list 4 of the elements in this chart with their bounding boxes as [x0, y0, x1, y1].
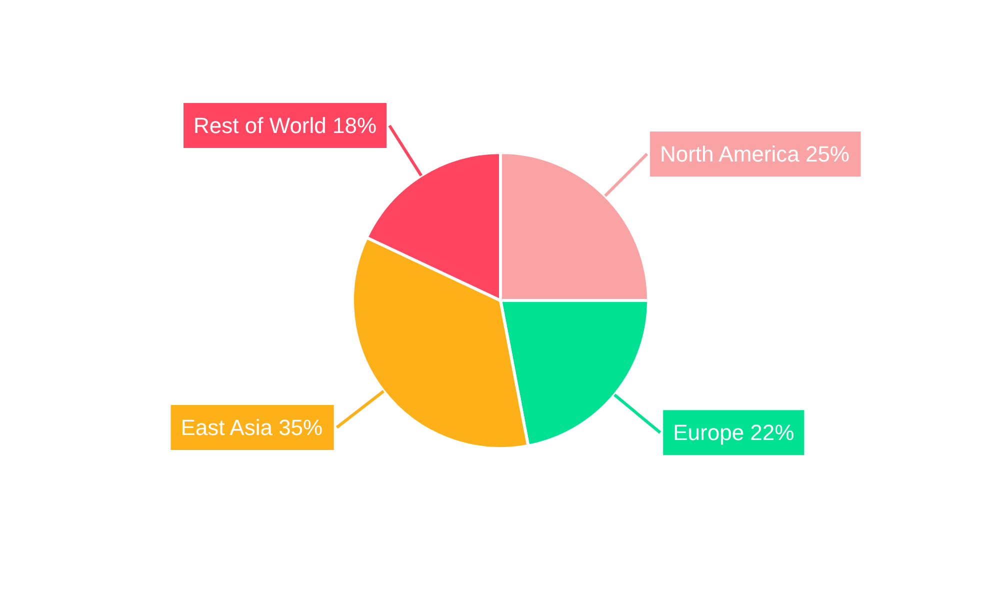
slice-label: North America 25% — [660, 141, 850, 166]
slice-label: Rest of World 18% — [194, 113, 377, 138]
slice-label: Europe 22% — [673, 420, 794, 446]
slice-label: East Asia 35% — [180, 414, 323, 440]
